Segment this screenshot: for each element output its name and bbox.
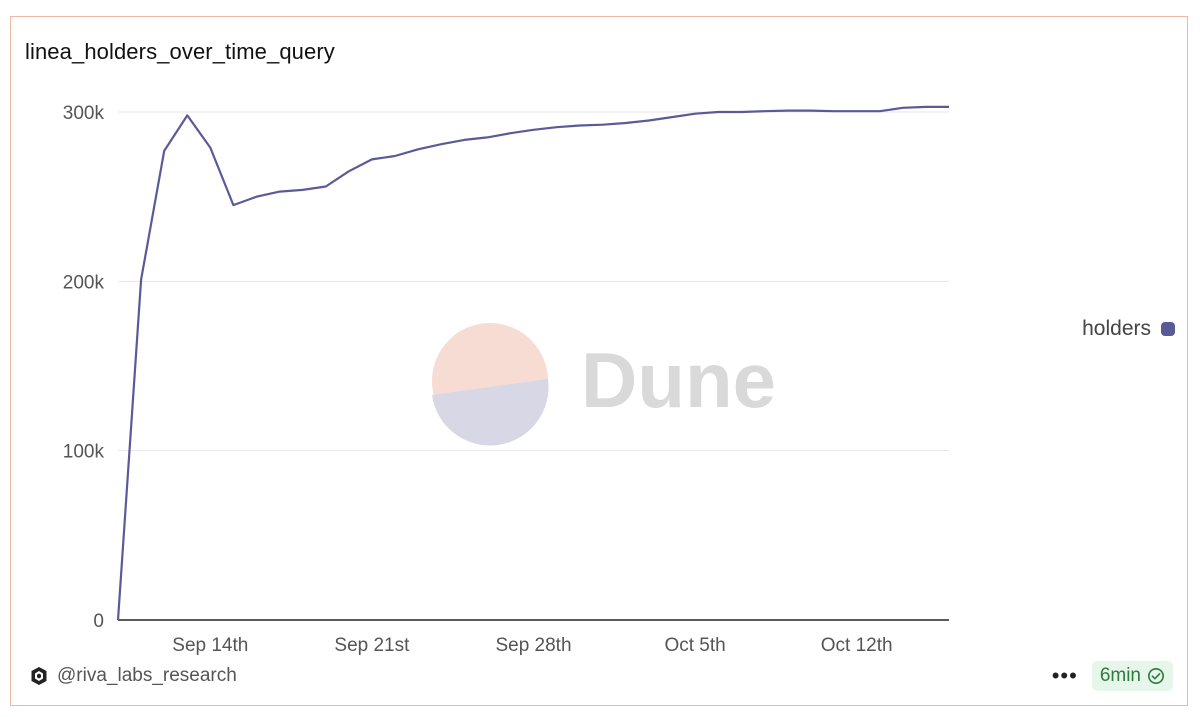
chart-title: linea_holders_over_time_query	[25, 39, 335, 64]
legend-label-holders: holders	[1082, 317, 1151, 340]
x-tick-label: Sep 21st	[334, 635, 410, 656]
author-credit[interactable]: @riva_labs_research	[29, 665, 237, 687]
watermark-text: Dune	[581, 336, 776, 424]
x-tick-label: Oct 5th	[664, 635, 725, 656]
chart-card: linea_holders_over_time_query Dune 0 100k…	[10, 16, 1188, 706]
refresh-status-badge[interactable]: 6min	[1091, 661, 1173, 691]
y-tick-label: 200k	[63, 272, 105, 293]
line-chart: Dune 0 100k 200k 300k Sep 14th Sep 21st Sep 28…	[63, 103, 950, 656]
y-tick-label: 0	[93, 611, 104, 632]
footer-actions: ••• 6min	[1052, 661, 1173, 691]
y-tick-label: 300k	[63, 103, 105, 124]
refresh-time: 6min	[1099, 665, 1141, 686]
x-tick-label: Sep 28th	[495, 635, 571, 656]
dune-watermark: Dune	[432, 323, 776, 446]
y-tick-label: 100k	[63, 442, 105, 463]
legend-swatch-holders	[1161, 322, 1175, 336]
x-tick-label: Sep 14th	[172, 635, 248, 656]
legend[interactable]: holders	[1082, 317, 1175, 341]
more-options-button[interactable]: •••	[1051, 663, 1078, 688]
x-tick-label: Oct 12th	[821, 635, 893, 656]
check-badge-icon	[1147, 667, 1165, 685]
watermark-logo-bottom	[432, 379, 549, 446]
author-name: @riva_labs_research	[57, 665, 237, 686]
author-logo-icon	[31, 667, 47, 685]
